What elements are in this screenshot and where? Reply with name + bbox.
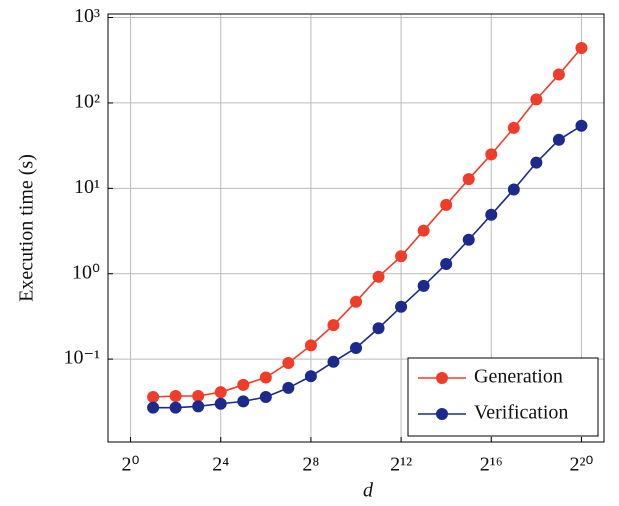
data-point: [372, 270, 385, 283]
y-tick-label: 10²: [74, 91, 100, 113]
data-point: [552, 133, 565, 146]
data-point: [192, 400, 205, 413]
data-point: [237, 378, 250, 391]
plot-frame: [107, 13, 605, 443]
data-point: [395, 250, 408, 263]
data-point: [214, 386, 227, 399]
data-point: [192, 389, 205, 402]
x-tick-label: 2²⁰: [569, 454, 593, 476]
data-point: [169, 389, 182, 402]
data-point: [552, 68, 565, 81]
data-point: [304, 339, 317, 352]
data-point: [214, 397, 227, 410]
data-point: [440, 257, 453, 270]
data-point: [237, 395, 250, 408]
data-point: [282, 357, 295, 370]
data-point: [507, 121, 520, 134]
data-point: [485, 208, 498, 221]
data-point: [282, 381, 295, 394]
data-point: [169, 401, 182, 414]
y-axis-label: Execution time (s): [16, 154, 38, 302]
data-point: [575, 119, 588, 132]
data-point: [395, 300, 408, 313]
data-point: [147, 391, 160, 404]
data-point: [440, 198, 453, 211]
x-tick-label: 2¹⁶: [480, 454, 503, 476]
legend-label: Verification: [474, 402, 568, 424]
legend-marker: [436, 372, 448, 384]
data-point: [462, 233, 475, 246]
x-tick-label: 2⁸: [302, 454, 319, 476]
data-point: [259, 371, 272, 384]
data-point: [530, 156, 543, 169]
data-point: [417, 279, 430, 292]
x-tick-label: 2¹²: [390, 454, 412, 476]
data-point: [417, 224, 430, 237]
data-point: [327, 319, 340, 332]
data-point: [350, 341, 362, 354]
data-point: [350, 295, 362, 308]
y-tick-label: 10¹: [74, 176, 100, 198]
y-tick-label: 10⁻¹: [63, 347, 100, 369]
legend-label: Generation: [474, 366, 563, 388]
y-tick-label: 10⁰: [72, 261, 100, 283]
data-point: [485, 148, 498, 161]
x-axis-label: d: [363, 480, 374, 502]
data-point: [327, 355, 340, 368]
legend-marker: [436, 408, 448, 420]
y-tick-label: 10³: [74, 5, 100, 27]
data-point: [304, 370, 317, 383]
data-point: [462, 173, 475, 186]
data-point: [147, 401, 160, 414]
x-tick-label: 2⁴: [212, 454, 229, 476]
legend-box: [407, 357, 599, 437]
data-point: [372, 322, 385, 335]
data-point: [507, 183, 520, 196]
data-point: [259, 391, 272, 404]
series-line: [153, 47, 583, 398]
data-point: [530, 93, 543, 106]
data-point: [575, 41, 588, 54]
x-tick-label: 2⁰: [122, 454, 140, 476]
